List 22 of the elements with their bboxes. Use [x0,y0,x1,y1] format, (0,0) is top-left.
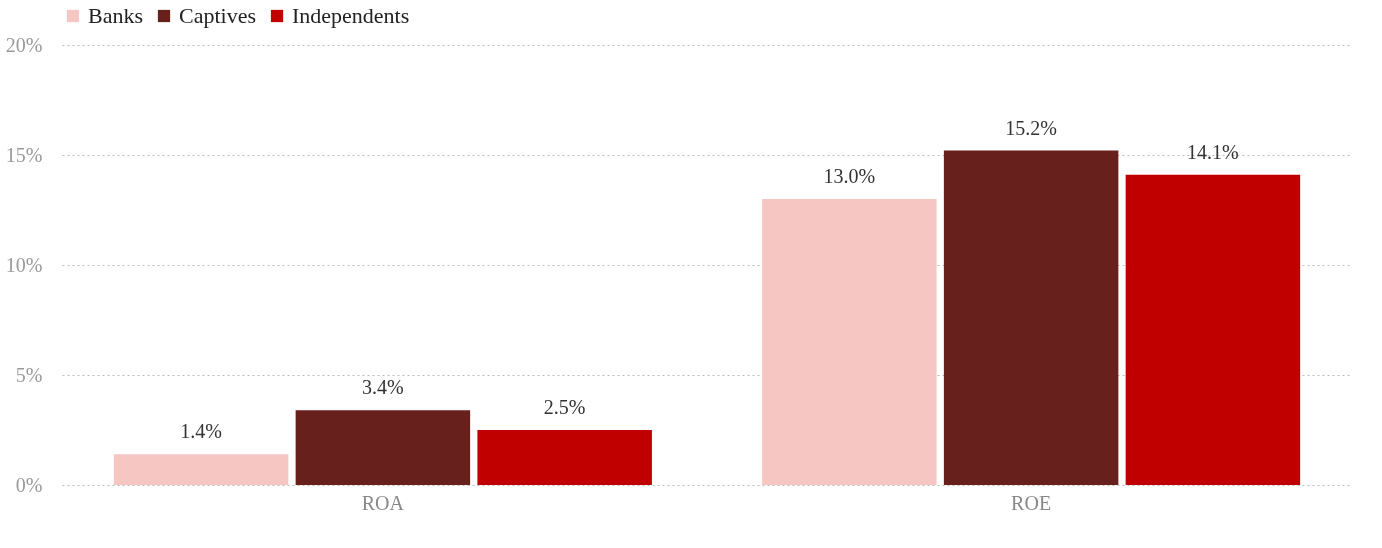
data-label: 13.0% [823,165,876,187]
legend-label: Independents [292,3,410,28]
legend-label: Banks [88,3,143,28]
bar [943,150,1119,485]
y-tick-label: 5% [15,363,43,386]
bar [295,410,471,485]
data-label: 15.2% [1005,116,1057,139]
data-label: 14.1% [1187,140,1239,163]
bar [477,430,652,485]
y-tick-label: 0% [15,473,43,496]
x-tick-label: ROA [361,491,405,514]
bar [762,199,937,485]
bar [1125,174,1301,485]
legend-label: Captives [179,3,256,28]
x-tick-label: ROE [1011,491,1052,514]
data-label: 1.4% [180,420,222,443]
y-tick-label: 20% [5,33,43,56]
bar [113,454,289,485]
data-label: 2.5% [543,396,586,418]
y-tick-label: 15% [5,143,43,166]
data-label: 3.4% [362,376,404,399]
y-tick-label: 10% [5,253,43,276]
